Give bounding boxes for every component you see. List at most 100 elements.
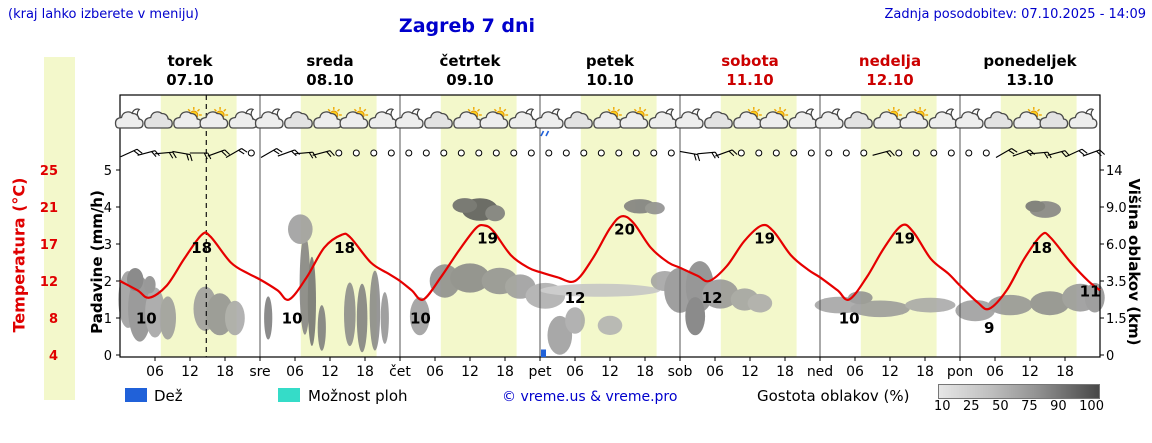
sun-cloud-icon xyxy=(453,107,482,129)
cloud-icon xyxy=(564,111,593,129)
wind-calm-icon xyxy=(457,149,465,157)
sun-ray xyxy=(887,108,891,112)
x-axis-label: 12 xyxy=(461,364,479,380)
wind-calm-icon xyxy=(667,149,675,157)
x-axis-label: 06 xyxy=(986,364,1004,380)
wind-barb-icon xyxy=(872,150,895,157)
rain-legend-swatch xyxy=(125,388,147,402)
sun-ray xyxy=(213,108,217,112)
cloud-moon-icon xyxy=(1068,108,1098,129)
cloud-density-gradient xyxy=(938,384,1100,399)
temp-value-label: 12 xyxy=(565,289,586,307)
wind-calm-icon xyxy=(965,149,973,157)
wind-calm-icon xyxy=(387,149,395,157)
x-axis-label: pon xyxy=(947,364,973,380)
sun-ray xyxy=(197,108,200,112)
cloud-blob xyxy=(1030,291,1070,316)
showers-legend-label: Možnost ploh xyxy=(308,387,408,405)
x-axis-label: 06 xyxy=(286,364,304,380)
sun-ray xyxy=(187,108,191,112)
cloud-blob xyxy=(264,296,273,340)
cloud-blob xyxy=(452,198,478,213)
cloud-moon-icon xyxy=(114,108,144,129)
cloud-blob xyxy=(905,297,956,313)
wind-calm-icon xyxy=(440,149,448,157)
temp-value-label: 19 xyxy=(754,230,775,248)
x-axis-label: 18 xyxy=(1056,364,1074,380)
day-name: sobota xyxy=(721,52,779,70)
cloud-blob xyxy=(1025,200,1046,212)
precip-axis-tick-label: 3 xyxy=(104,238,112,253)
cloud-moon-icon xyxy=(394,108,424,129)
cloud-blob xyxy=(145,287,165,338)
x-axis-label: ned xyxy=(807,364,833,380)
sun-cloud-icon xyxy=(199,107,229,129)
day-name: torek xyxy=(167,52,213,70)
sun-ray xyxy=(747,108,751,112)
wind-barb-icon xyxy=(207,149,231,157)
cloud-moon-icon xyxy=(254,108,284,129)
sun-ray xyxy=(913,108,917,112)
precip-axis-tick-label: 0 xyxy=(104,349,112,364)
sun-cloud-icon xyxy=(339,107,369,129)
cloud-icon xyxy=(704,111,733,129)
wind-barb-icon xyxy=(260,148,283,158)
wind-calm-icon xyxy=(370,149,378,157)
day-header-četrtek: četrtek 09.10 xyxy=(400,52,540,90)
wind-barb-icon xyxy=(154,151,177,159)
cloud-axis-tick-label: 9.0 xyxy=(1106,201,1127,216)
day-header-sobota: sobota 11.10 xyxy=(680,52,820,90)
cloud-blob xyxy=(344,282,356,347)
cloud-moon-icon xyxy=(954,108,984,129)
cloud-blob xyxy=(288,214,313,244)
day-date: 11.10 xyxy=(726,71,774,89)
temp-value-label: 10 xyxy=(136,310,157,328)
temperature-axis-strip xyxy=(44,57,75,400)
temp-value-label: 11 xyxy=(1080,282,1101,300)
x-axis-label: 06 xyxy=(706,364,724,380)
wind-calm-icon xyxy=(545,149,553,157)
cloud-axis-tick-label: 6.0 xyxy=(1106,238,1127,253)
density-tick-label: 50 xyxy=(992,399,1009,414)
cloud-blob xyxy=(450,263,490,293)
cloud-blob xyxy=(955,300,995,322)
cloud-blob xyxy=(317,305,326,351)
wind-calm-icon xyxy=(615,149,623,157)
temp-value-label: 10 xyxy=(839,310,860,328)
sun-ray xyxy=(353,108,357,112)
temp-value-label: 18 xyxy=(334,239,355,257)
x-axis-label: 06 xyxy=(146,364,164,380)
cloud-shape xyxy=(1039,111,1069,129)
x-axis-label: 12 xyxy=(881,364,899,380)
cloud-icon xyxy=(984,111,1013,129)
cloud-shape xyxy=(984,111,1013,129)
cloud-blob xyxy=(144,276,156,294)
wind-calm-icon xyxy=(930,149,938,157)
sun-cloud-icon xyxy=(733,107,762,129)
day-header-sreda: sreda 08.10 xyxy=(260,52,400,90)
cloud-axis-tick-label: 3.5 xyxy=(1106,275,1127,290)
wind-calm-icon xyxy=(632,149,640,157)
wind-calm-icon xyxy=(860,149,868,157)
cloud-shape xyxy=(479,111,509,129)
wind-barb-icon xyxy=(1065,148,1088,158)
day-date: 12.10 xyxy=(866,71,914,89)
x-axis-labels: 06 12 18 sre 06 12 18 čet 06 12 18 pet 06 12 18 sob 06 12… xyxy=(146,364,1074,380)
day-date: 07.10 xyxy=(166,71,214,89)
x-axis-label: 18 xyxy=(776,364,794,380)
rain-cloud-moon-icon xyxy=(534,108,564,137)
cloud-moon-icon xyxy=(814,108,844,129)
wind-barb-icon xyxy=(1082,149,1106,157)
cloud-blob xyxy=(225,300,245,336)
cloud-blob xyxy=(356,283,368,353)
wind-barb-icon xyxy=(137,150,160,157)
sun-ray xyxy=(493,108,497,112)
precip-axis-tick-label: 2 xyxy=(104,275,112,290)
rain-legend-label: Dež xyxy=(154,387,183,405)
copyright-link[interactable]: © vreme.us & vreme.pro xyxy=(502,389,678,405)
density-tick-label: 75 xyxy=(1021,399,1038,414)
x-axis-label: 06 xyxy=(566,364,584,380)
wind-calm-icon xyxy=(492,149,500,157)
x-axis-label: 18 xyxy=(496,364,514,380)
